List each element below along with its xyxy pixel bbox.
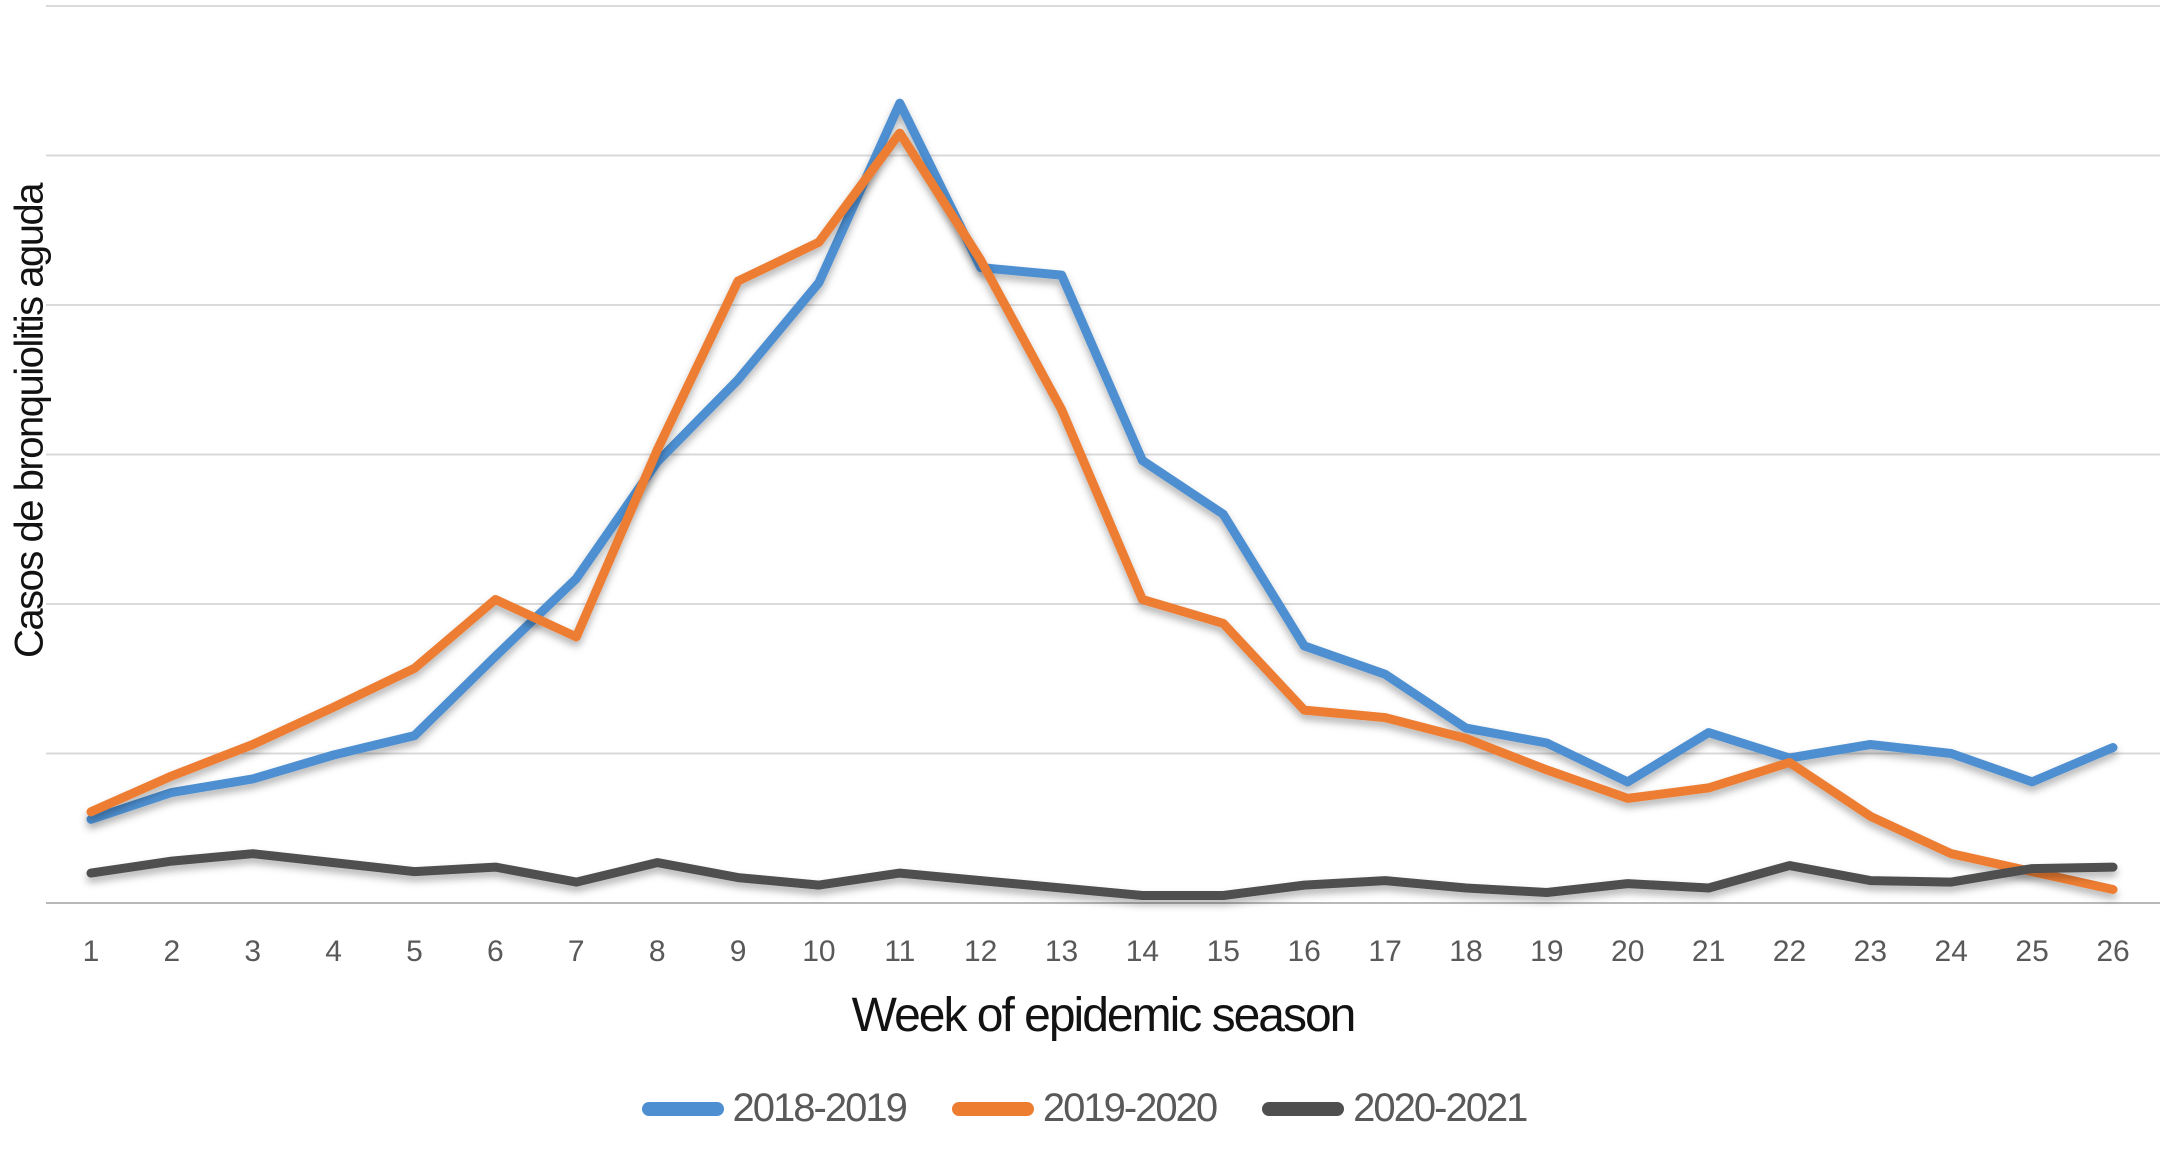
x-tick-label-5: 5 [406,935,423,968]
x-axis-tick-labels: 1 2 3 4 5 6 7 8 9 10 11 12 13 14 15 16 17 18 19 20 21 22 23 24 2… [83,935,2130,968]
x-tick-label-20: 20 [1611,935,1644,968]
x-tick-label-19: 19 [1530,935,1563,968]
legend-label: 2018-2019 [732,1086,908,1130]
x-tick-label-11: 11 [884,935,915,968]
legend-swatch-icon [1262,1101,1345,1116]
x-tick-label-21: 21 [1692,935,1725,968]
series-line-2020-2021 [86,849,2118,900]
x-tick-label-9: 9 [730,935,747,968]
legend-swatch-icon [641,1101,724,1116]
x-tick-label-4: 4 [325,935,342,968]
x-tick-label-15: 15 [1207,935,1240,968]
legend-swatch-icon [951,1101,1034,1116]
series-lines [86,98,2118,900]
x-tick-label-12: 12 [964,935,997,968]
series-line-2019-2020 [86,128,2118,894]
x-tick-label-3: 3 [244,935,261,968]
x-tick-label-13: 13 [1045,935,1078,968]
gridlines [46,5,2160,904]
x-tick-label-7: 7 [568,935,585,968]
x-tick-label-17: 17 [1368,935,1401,968]
x-tick-label-1: 1 [83,935,100,968]
x-tick-label-25: 25 [2015,935,2048,968]
x-tick-label-22: 22 [1773,935,1806,968]
x-tick-label-26: 26 [2096,935,2129,968]
x-tick-label-2: 2 [164,935,181,968]
x-tick-label-24: 24 [1935,935,1968,968]
x-tick-label-8: 8 [649,935,666,968]
legend-label: 2020-2021 [1353,1086,1528,1130]
series-line-2018-2019 [86,98,2118,824]
x-tick-label-16: 16 [1288,935,1321,968]
x-tick-label-23: 23 [1854,935,1887,968]
x-tick-label-6: 6 [487,935,504,968]
x-tick-label-14: 14 [1126,935,1159,968]
legend-item-2019-2020: 2019-2020 [951,1086,1218,1131]
y-axis-title: Casos de bronquiolitis aguda [7,184,52,658]
legend-label: 2019-2020 [1042,1086,1218,1130]
legend: 2018-2019 2019-2020 2020-2021 [0,1086,2168,1131]
x-tick-label-18: 18 [1449,935,1482,968]
legend-item-2020-2021: 2020-2021 [1262,1086,1528,1131]
x-tick-label-10: 10 [802,935,835,968]
x-axis-title: Week of epidemic season [851,989,1357,1042]
legend-item-2018-2019: 2018-2019 [641,1086,908,1131]
